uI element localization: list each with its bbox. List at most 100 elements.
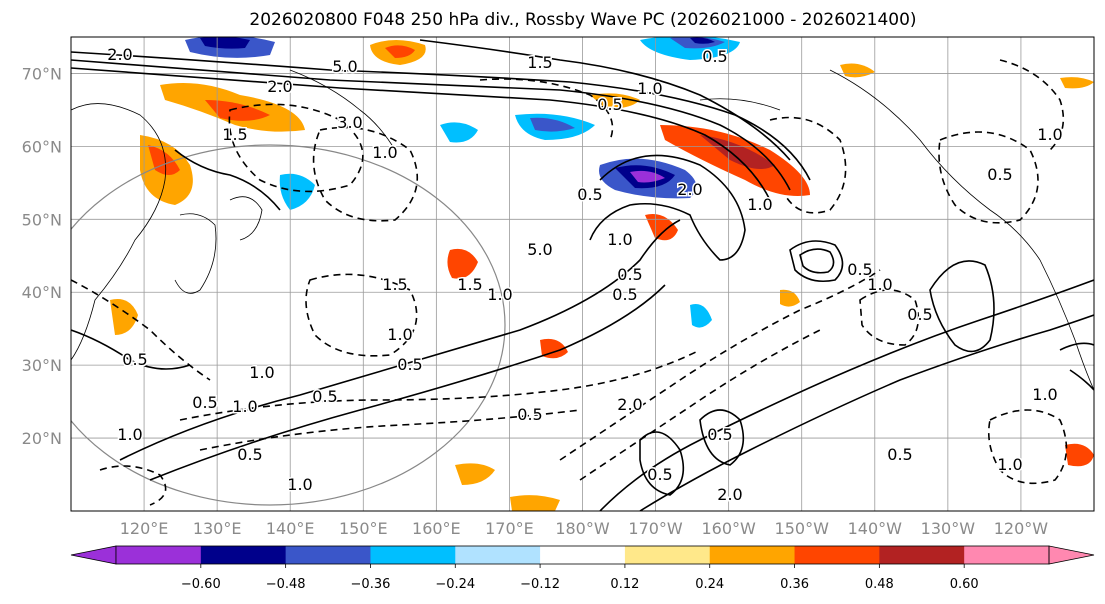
coastline [229,196,263,241]
longitude-label: 150°W [775,519,830,538]
contour-dashed [769,116,847,214]
colorbar-bin [200,546,287,564]
shade-blob [690,304,712,328]
longitude-label: 170°E [485,519,534,538]
contour-labels: 2.05.00.52.0 1.01.53.01.01.50.51.00.51.51… [106,44,1064,506]
map-panel: 2.05.00.52.0 1.01.53.01.01.50.51.00.51.51… [70,36,1095,512]
contour-label: 1.0 [607,230,632,249]
contour-label: 1.0 [249,363,274,382]
shade-blob [279,173,315,210]
contour-label: 2.0 [107,45,132,64]
latitude-label: 70°N [22,64,62,83]
contour-label: 0.5 [312,387,337,406]
colorbar-extend-low [70,545,117,565]
contour-solid [174,149,281,211]
divergence-shading [110,37,1094,511]
pc-contours [71,39,1094,511]
contour-label: 1.0 [487,285,512,304]
contour-solid [149,284,666,481]
colorbar-bin [370,546,456,564]
contour-label: 2.0 [717,485,742,504]
contour-solid [419,39,791,161]
longitude-label: 130°E [193,519,242,538]
contour-dashed [938,131,1039,224]
contour-label: 1.5 [527,53,552,72]
shade-blob [530,117,575,132]
contour-label: 2.0 [617,395,642,414]
colorbar-frame [115,545,1050,565]
latitude-label: 20°N [22,429,62,448]
contour-label: 2.0 [677,180,702,199]
contour-label: 0.5 [887,445,912,464]
map-frame [70,36,1095,512]
colorbar-bin [116,546,202,564]
contour-label: 1.0 [747,195,772,214]
contour-solid [119,219,681,461]
contour-label: 3.0 [337,113,362,132]
contour-label: 0.5 [617,265,642,284]
shade-blob [200,37,250,49]
contour-solid [699,409,745,466]
colorbar-tick-label: 0.12 [610,577,639,592]
contour-solid [639,431,685,496]
latitude-label: 40°N [22,283,62,302]
contour-label: 1.0 [637,79,662,98]
contour-label: 1.0 [387,325,412,344]
contour-label: 0.5 [237,445,262,464]
contour-solid [71,67,771,201]
contour-label: 1.0 [867,275,892,294]
shade-blob [690,37,715,44]
contour-dashed [312,126,418,222]
contour-label: 1.0 [232,397,257,416]
shade-blob [1065,443,1094,467]
contour-dashed [305,273,418,357]
shade-blob [455,463,495,485]
contour-label: 1.5 [222,125,247,144]
colorbar-bin [794,546,880,564]
contour-label: 0.5 [907,305,932,324]
contour-label: 0.5 [597,95,622,114]
shade-blob [1060,77,1094,89]
contour-label: 0.5 [612,285,637,304]
colorbar-bin [624,546,711,564]
colorbar-tick-label: 0.60 [950,577,979,592]
contour-solid [1059,342,1094,351]
contour-label: 1.0 [997,455,1022,474]
shade-blob [630,170,665,183]
longitude-label: 140°W [848,519,903,538]
shade-blob [780,289,800,307]
coastline [174,213,217,294]
colorbar-bin [879,546,965,564]
contour-solid [789,240,844,283]
figure-title: 2026020800 F048 250 hPa div., Rossby Wav… [249,10,916,30]
contour-label: 0.5 [987,165,1012,184]
contour-dashed [228,103,364,193]
contour-solid [71,329,191,370]
shade-blob [510,495,560,511]
contour-dashed [99,465,167,506]
contour-solid [639,314,1094,511]
colorbar-extend-high [1048,545,1095,565]
coastline [71,103,167,361]
contour-dashed [479,78,614,141]
contour-solid [799,248,835,274]
shade-blob [447,248,478,279]
latitude-label: 60°N [22,137,62,156]
colorbar-tick-label: −0.24 [435,577,475,592]
longitude-label: 180°W [555,519,610,538]
contour-dashed [579,329,821,481]
pc-contours-dashed [71,59,1068,506]
domain-ring [71,144,506,506]
contour-dashed [199,409,581,451]
contour-solid [1069,369,1094,391]
contour-solid [599,279,1094,511]
colorbar-tick-label: 0.36 [780,577,809,592]
longitude-label: 120°E [120,519,169,538]
longitude-label: 120°W [994,519,1049,538]
colorbar: −0.60 −0.48 −0.36 −0.24 −0.12 0.12 0.24 0.36 0.4… [70,545,1095,592]
latitude-axis: 70°N 60°N 50°N 40°N 30°N 20°N [22,64,62,448]
latitude-label: 50°N [22,210,62,229]
contour-solid [71,59,791,191]
coastline [829,69,1041,261]
